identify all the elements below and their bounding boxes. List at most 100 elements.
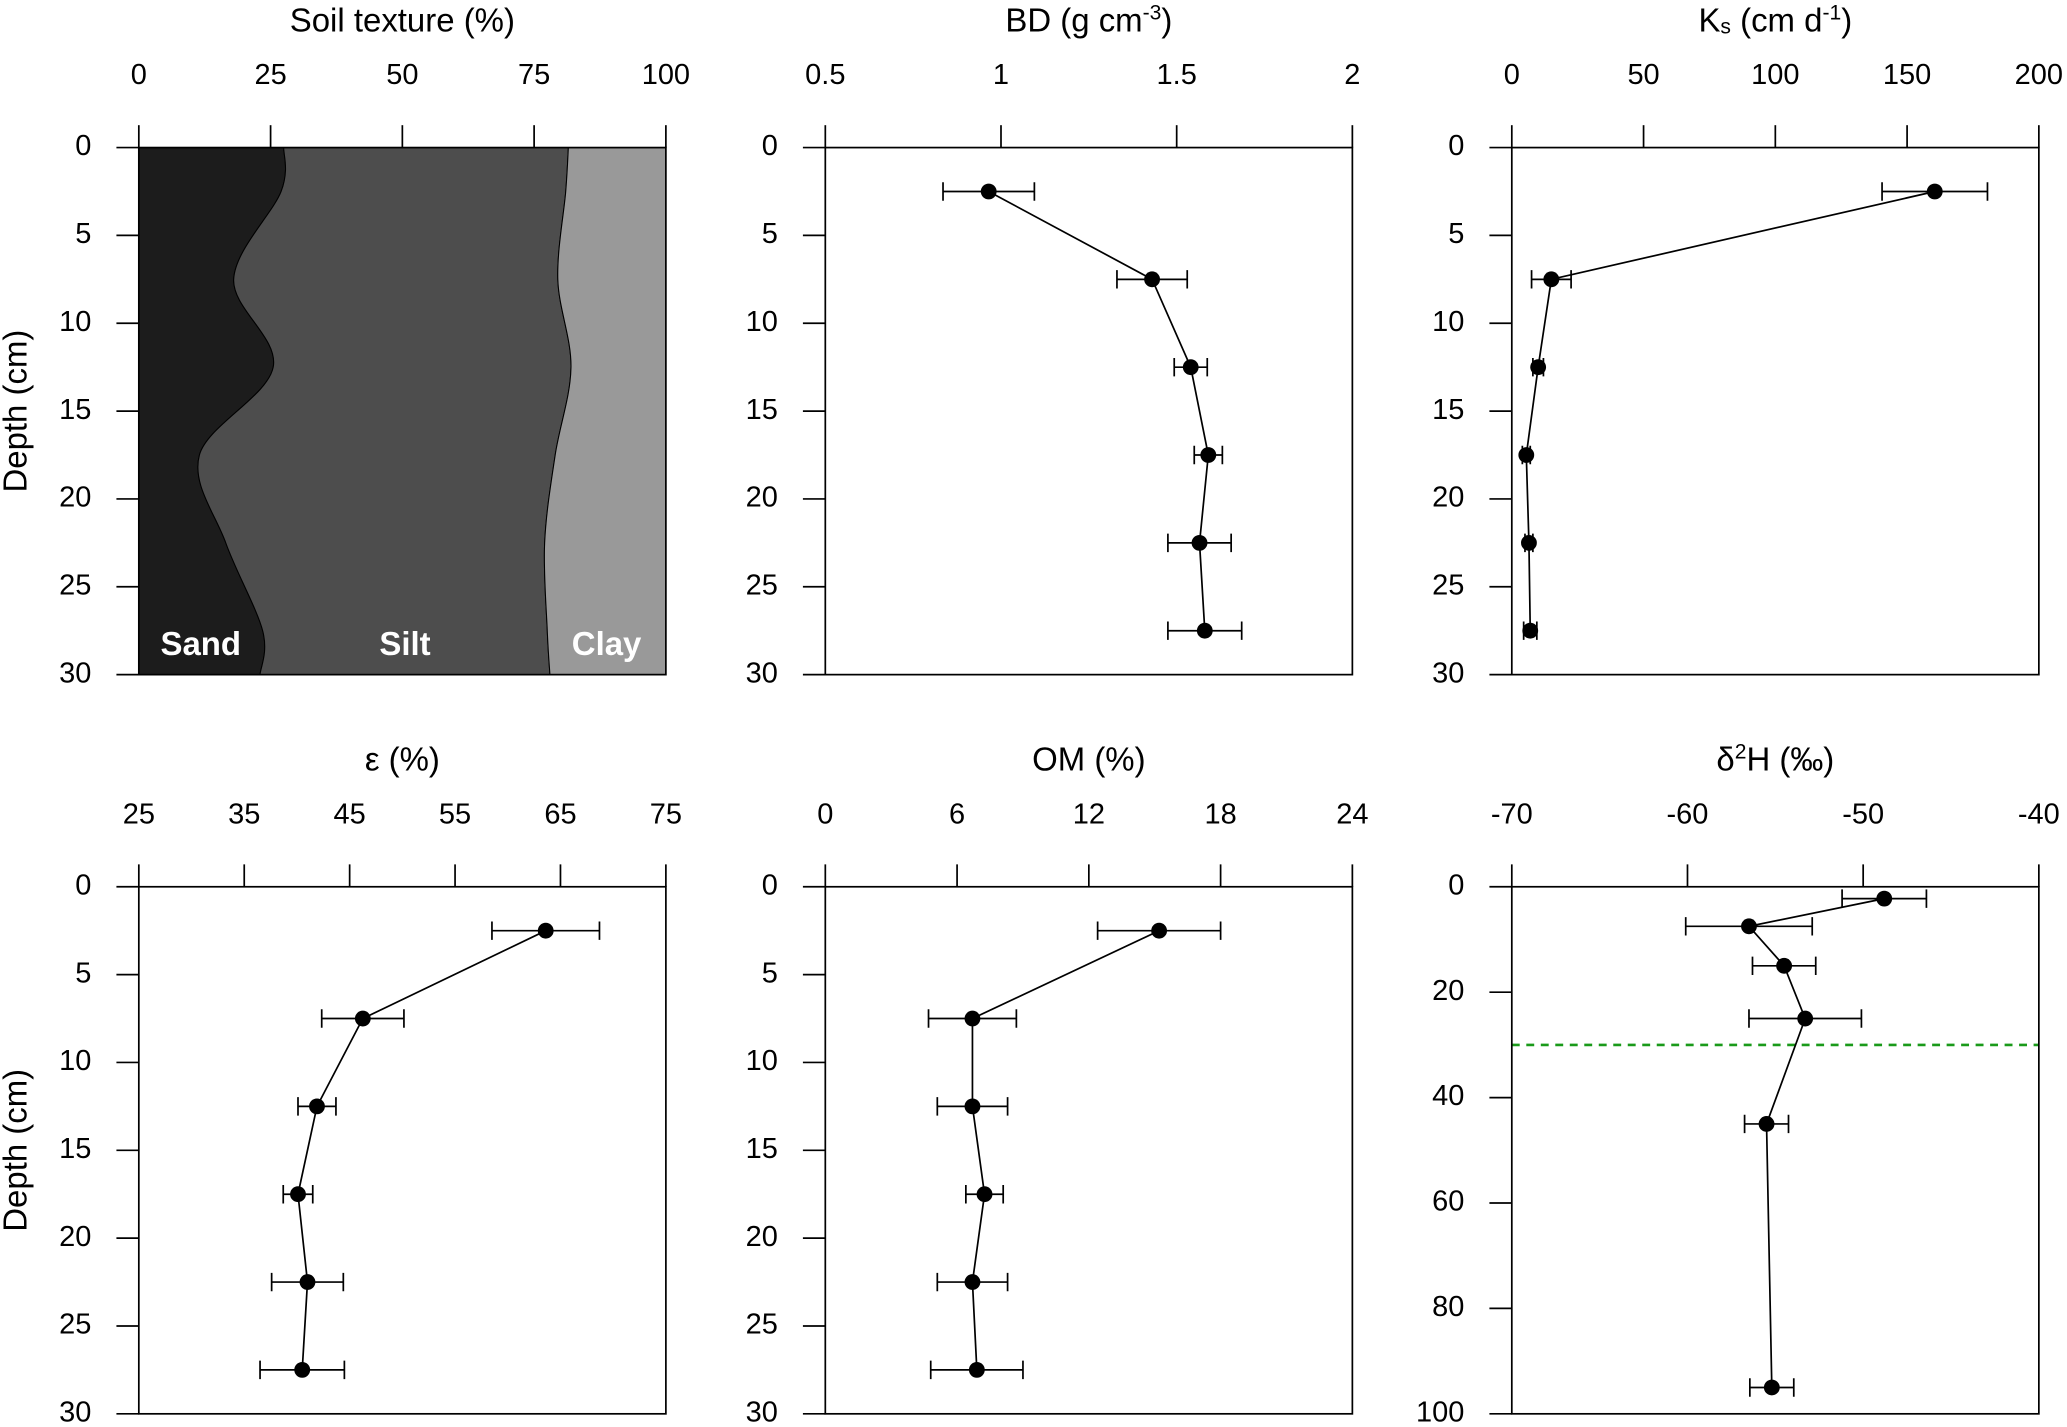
y-tick-label: 10 <box>746 1045 778 1077</box>
y-tick-label: 0 <box>762 130 778 162</box>
x-tick-label: -70 <box>1491 798 1533 830</box>
plot-frame <box>824 146 1354 676</box>
plot-frame <box>1510 885 2040 1415</box>
y-axis-label: Depth (cm) <box>0 330 33 493</box>
x-tick-label: 50 <box>1627 59 1659 91</box>
point <box>964 1010 981 1027</box>
y-tick-label: 15 <box>59 1133 91 1165</box>
y-tick-label: 10 <box>746 306 778 338</box>
series-label: Sand <box>160 625 241 662</box>
y-tick-label: 100 <box>1416 1396 1464 1427</box>
panel-title: BD (g cm-3) <box>1005 1 1172 38</box>
title-part: ) <box>1841 1 1852 38</box>
y-tick-label: 20 <box>746 482 778 514</box>
panel-title: ε (%) <box>365 740 440 777</box>
point <box>299 1274 316 1290</box>
panel-title: OM (%) <box>1032 740 1145 777</box>
y-tick-label: 80 <box>1432 1291 1464 1323</box>
y-tick-label: 10 <box>59 1045 91 1077</box>
point <box>976 1186 993 1203</box>
title-part: (cm d <box>1731 1 1822 38</box>
x-tick-label: -60 <box>1667 798 1709 830</box>
panel: ε (%) 25 35 45 55 65 75 0 5 10 15 20 25 30 Depth (cm) <box>0 740 682 1427</box>
title-part: ε (%) <box>365 740 440 777</box>
panel-title: Ks (cm d-1) <box>1698 1 1852 38</box>
x-tick-label: 100 <box>642 59 690 91</box>
point <box>309 1098 325 1115</box>
y-tick-label: 0 <box>762 869 778 901</box>
point <box>537 922 554 939</box>
y-tick-label: 25 <box>746 569 778 601</box>
y-tick-label: 15 <box>59 394 91 426</box>
x-tick-label: 0 <box>1504 59 1520 91</box>
series-label: Clay <box>572 625 642 662</box>
plot-frame <box>824 885 1354 1415</box>
y-tick-label: 20 <box>1432 482 1464 514</box>
plot-frame <box>1510 146 2040 676</box>
point <box>980 183 997 200</box>
point <box>1797 1010 1814 1027</box>
point <box>964 1098 981 1115</box>
panel-title: δ2H (‰) <box>1716 740 1834 777</box>
y-tick-label: 25 <box>746 1309 778 1341</box>
point <box>1758 1116 1775 1132</box>
x-tick-label: 0 <box>817 798 833 830</box>
y-tick-label: 0 <box>1448 130 1464 162</box>
y-tick-label: 30 <box>59 1396 91 1427</box>
point <box>1776 957 1793 974</box>
point <box>1876 890 1893 907</box>
point <box>1521 534 1537 551</box>
point <box>964 1274 981 1290</box>
title-part: δ <box>1716 740 1734 777</box>
y-tick-label: 5 <box>75 218 91 250</box>
title-part: H (‰) <box>1746 740 1834 777</box>
y-tick-label: 25 <box>59 1309 91 1341</box>
x-tick-label: 75 <box>650 798 682 830</box>
y-tick-label: 25 <box>59 569 91 601</box>
x-tick-label: 150 <box>1883 59 1931 91</box>
title-part: OM (%) <box>1032 740 1145 777</box>
x-tick-label: 45 <box>334 798 366 830</box>
x-tick-label: 12 <box>1073 798 1105 830</box>
series-label: Silt <box>379 625 430 662</box>
x-tick-label: 25 <box>254 59 286 91</box>
point <box>1530 359 1547 376</box>
x-tick-label: 2 <box>1344 59 1360 91</box>
panel: Ks (cm d-1) 0 50 100 150 200 0 5 10 15 20 25 30 <box>1432 1 2063 689</box>
x-tick-label: 6 <box>949 798 965 830</box>
y-tick-label: 40 <box>1432 1080 1464 1112</box>
title-part: ) <box>1161 1 1172 38</box>
point <box>294 1361 311 1378</box>
x-tick-label: -40 <box>2018 798 2060 830</box>
profile-line <box>988 190 1210 631</box>
plot-frame <box>137 885 667 1415</box>
title-part: K <box>1698 1 1720 38</box>
panel-title: Soil texture (%) <box>290 1 515 38</box>
y-tick-label: 0 <box>75 869 91 901</box>
x-tick-label: 200 <box>2015 59 2063 91</box>
x-tick-label: 100 <box>1751 59 1799 91</box>
point <box>1200 447 1217 463</box>
x-tick-label: 35 <box>228 798 260 830</box>
y-tick-label: 5 <box>762 957 778 989</box>
point <box>1182 359 1199 376</box>
point <box>1926 183 1943 200</box>
profile-line <box>297 929 547 1370</box>
title-part: -3 <box>1143 2 1162 25</box>
y-axis-label: Depth (cm) <box>0 1069 33 1232</box>
panel: δ2H (‰) -70 -60 -50 -40 0 20 40 60 80 100 <box>1416 740 2060 1427</box>
point <box>1543 271 1560 288</box>
y-tick-label: 15 <box>746 394 778 426</box>
x-tick-label: 0.5 <box>805 59 845 91</box>
x-tick-label: 1 <box>993 59 1009 91</box>
y-tick-label: 25 <box>1432 569 1464 601</box>
y-tick-label: 20 <box>59 1221 91 1253</box>
point <box>290 1186 306 1203</box>
profile-line <box>1747 897 1885 1388</box>
y-tick-label: 20 <box>746 1221 778 1253</box>
title-part: Soil texture (%) <box>290 1 515 38</box>
profile-line <box>1525 190 1935 631</box>
y-tick-label: 5 <box>762 218 778 250</box>
y-tick-label: 5 <box>1448 218 1464 250</box>
